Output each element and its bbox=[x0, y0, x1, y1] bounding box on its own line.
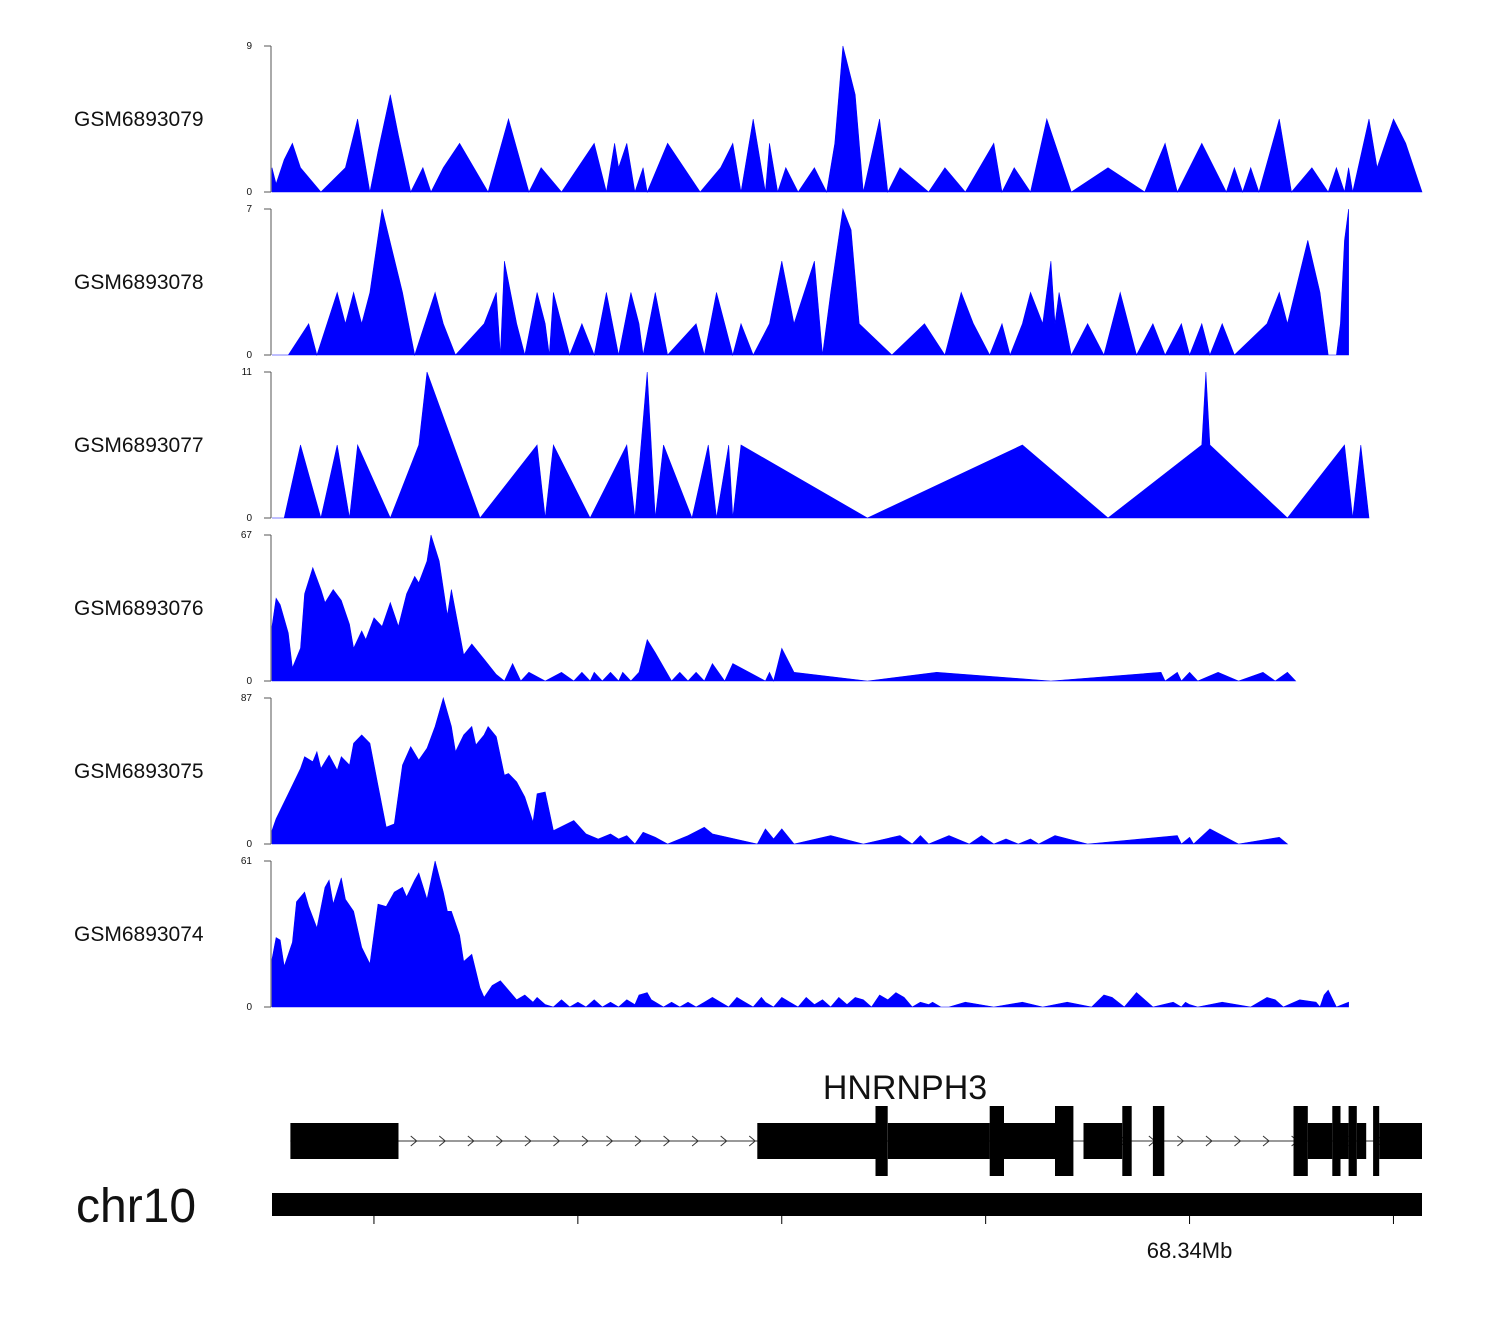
y-min-label: 0 bbox=[246, 187, 252, 198]
y-max-label: 7 bbox=[246, 204, 252, 215]
strand-arrow bbox=[634, 1135, 642, 1147]
track-label: GSM6893075 bbox=[74, 760, 204, 783]
coverage-tracks: GSM689307990GSM689307870GSM6893077110GSM… bbox=[74, 41, 1423, 1013]
exon-cds bbox=[1152, 1106, 1165, 1176]
coverage-track: GSM6893078 7 0 bbox=[74, 204, 1349, 361]
coverage-track: GSM6893074 61 0 bbox=[74, 856, 1349, 1013]
coverage-area bbox=[271, 696, 1289, 845]
coverage-track: GSM6893075 87 0 bbox=[74, 693, 1289, 850]
exon-cds bbox=[1122, 1106, 1132, 1176]
coverage-area bbox=[271, 860, 1349, 1008]
strand-arrow bbox=[606, 1135, 614, 1147]
gene-model: HNRNPH3 bbox=[290, 1069, 1422, 1176]
track-label: GSM6893074 bbox=[74, 923, 204, 946]
coverage-area bbox=[271, 534, 1297, 682]
chromosome-bar bbox=[272, 1193, 1422, 1216]
coverage-area bbox=[271, 45, 1423, 194]
y-max-label: 67 bbox=[241, 530, 253, 541]
strand-arrow bbox=[438, 1135, 447, 1147]
gene-name-label: HNRNPH3 bbox=[823, 1069, 987, 1107]
strand-arrow bbox=[720, 1135, 728, 1147]
y-max-label: 11 bbox=[242, 367, 253, 378]
strand-arrow bbox=[1234, 1135, 1242, 1147]
exon-utr bbox=[1340, 1123, 1349, 1159]
exon-cds bbox=[1348, 1106, 1357, 1176]
exon-utr bbox=[1083, 1123, 1123, 1159]
coverage-track: GSM6893077 11 0 bbox=[74, 367, 1370, 524]
coverage-track: GSM6893079 9 0 bbox=[74, 41, 1423, 198]
y-max-label: 9 bbox=[246, 41, 252, 52]
strand-arrow bbox=[553, 1135, 561, 1147]
strand-arrow bbox=[496, 1135, 504, 1147]
y-max-label: 87 bbox=[241, 693, 253, 704]
y-min-label: 0 bbox=[246, 1002, 252, 1013]
exon-utr bbox=[1004, 1123, 1055, 1159]
exon-cds bbox=[1293, 1106, 1308, 1176]
exon-utr bbox=[1307, 1123, 1333, 1159]
exon-cds bbox=[1373, 1106, 1380, 1176]
exon-utr bbox=[290, 1123, 399, 1159]
strand-arrow bbox=[524, 1135, 532, 1147]
exon-cds bbox=[1332, 1106, 1341, 1176]
exon-cds bbox=[989, 1106, 1004, 1176]
genome-axis: chr10 68.34Mb bbox=[76, 1180, 1422, 1263]
track-label: GSM6893079 bbox=[74, 108, 204, 131]
strand-arrow bbox=[691, 1135, 699, 1147]
track-label: GSM6893076 bbox=[74, 597, 204, 620]
exon-utr bbox=[1356, 1123, 1367, 1159]
axis-tick-label: 68.34Mb bbox=[1147, 1238, 1233, 1263]
strand-arrow bbox=[1177, 1135, 1185, 1147]
exon-utr bbox=[757, 1123, 876, 1159]
exon-cds bbox=[875, 1106, 888, 1176]
strand-arrow bbox=[1262, 1135, 1270, 1147]
strand-arrow bbox=[581, 1135, 589, 1147]
strand-arrow bbox=[748, 1135, 756, 1147]
track-label: GSM6893078 bbox=[74, 271, 204, 294]
exon-utr bbox=[1379, 1123, 1422, 1159]
y-min-label: 0 bbox=[246, 839, 252, 850]
strand-arrow bbox=[410, 1135, 418, 1147]
y-min-label: 0 bbox=[246, 350, 252, 361]
chromosome-label: chr10 bbox=[76, 1180, 196, 1233]
exon-utr bbox=[887, 1123, 990, 1159]
y-max-label: 61 bbox=[241, 856, 253, 867]
strand-arrow bbox=[1205, 1135, 1213, 1147]
coverage-area bbox=[272, 207, 1349, 357]
track-label: GSM6893077 bbox=[74, 434, 204, 457]
exon-cds bbox=[1055, 1106, 1074, 1176]
coverage-area bbox=[272, 371, 1370, 520]
y-min-label: 0 bbox=[246, 513, 252, 524]
coverage-track: GSM6893076 67 0 bbox=[74, 530, 1297, 687]
strand-arrow bbox=[467, 1135, 475, 1147]
strand-arrow bbox=[663, 1135, 671, 1147]
y-min-label: 0 bbox=[246, 676, 252, 687]
